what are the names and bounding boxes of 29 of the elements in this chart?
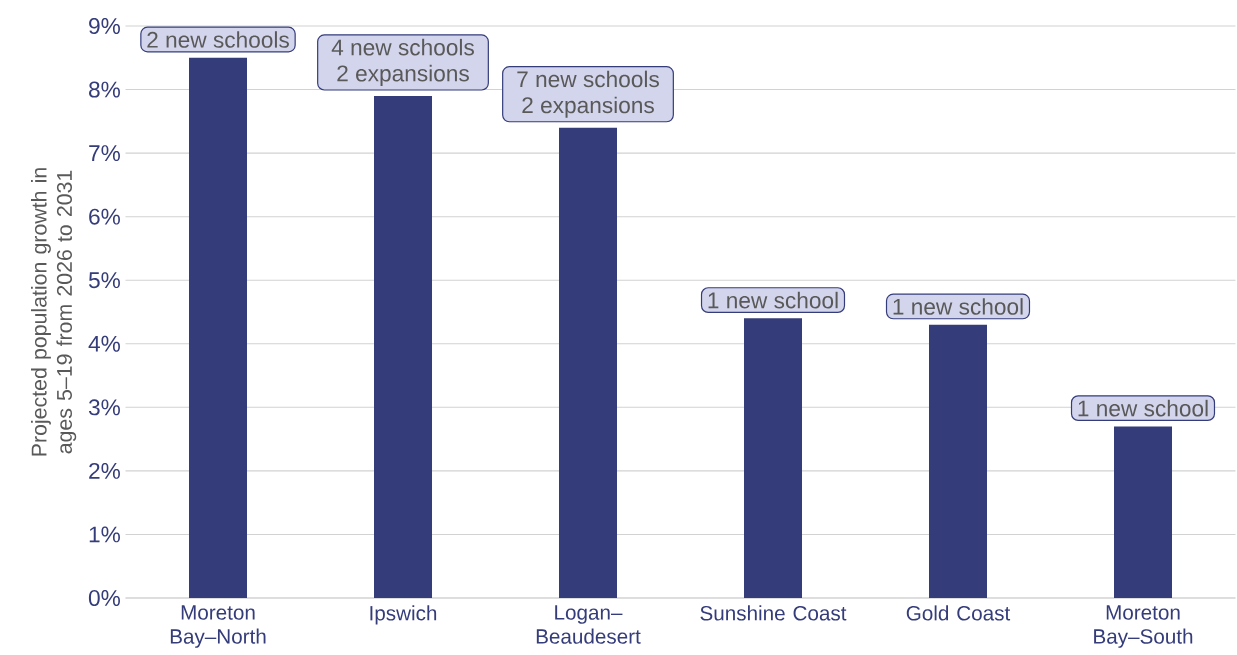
x-tick-label: Moreton Bay–South (1094, 605, 1193, 648)
y-axis-title: Projected population growth in ages 5–19 from 2026 to 2031 (31, 168, 77, 456)
y-tick-label: 0% (88, 589, 120, 607)
x-tick-label: Gold Coast (906, 605, 1011, 621)
y-tick-label: 2% (89, 462, 120, 479)
bar (374, 95, 432, 598)
bar (559, 127, 617, 598)
x-tick-label: Moreton Bay–North (170, 605, 266, 648)
x-tick-label: Logan–Beaudesert (536, 605, 641, 644)
annotation: 1 new school (708, 291, 838, 309)
annotation: 4 new schools 2 expansions (331, 38, 474, 86)
annotation: 7 new schools 2 expansions (517, 70, 659, 118)
bar (189, 57, 247, 598)
x-tick-label: Sunshine Coast (700, 605, 847, 621)
y-tick-label: 9% (89, 17, 120, 35)
annotation: 1 new school (1078, 399, 1208, 417)
y-tick-label: 4% (88, 335, 120, 352)
bar (929, 324, 987, 598)
y-tick-label: 6% (89, 208, 120, 225)
x-tick-label: Ipswich (370, 605, 437, 625)
y-tick-label: 3% (88, 399, 120, 416)
y-tick-label: 1% (89, 526, 120, 543)
bar (744, 318, 802, 598)
bar (1114, 426, 1172, 598)
y-tick-label: 5% (88, 272, 120, 289)
y-tick-label: 7% (89, 145, 120, 162)
annotation: 2 new schools (147, 31, 289, 48)
annotation: 1 new school (893, 298, 1023, 315)
y-tick-label: 8% (89, 81, 120, 98)
